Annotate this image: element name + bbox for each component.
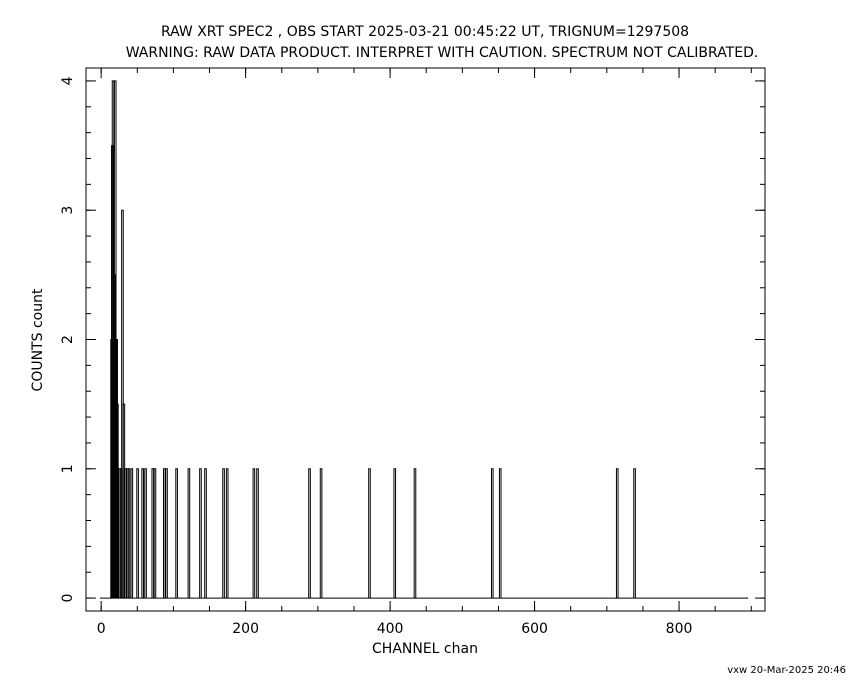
- spike: [222, 468, 225, 599]
- spike: [225, 468, 229, 599]
- y-tick-label: 3: [60, 206, 76, 215]
- y-axis-label: COUNTS count: [30, 288, 46, 391]
- chart-subtitle: WARNING: RAW DATA PRODUCT. INTERPRET WIT…: [126, 45, 759, 61]
- spike: [127, 468, 131, 599]
- spike: [368, 468, 371, 599]
- spike: [615, 468, 619, 599]
- spike: [115, 339, 118, 599]
- x-tick-label: 0: [97, 621, 106, 637]
- spike: [151, 468, 155, 599]
- y-tick-label: 0: [60, 594, 76, 603]
- y-tick-label: 1: [60, 464, 76, 473]
- y-tick-label: 2: [60, 335, 76, 344]
- x-tick-label: 400: [377, 621, 404, 637]
- spike: [413, 468, 417, 599]
- chart-title: RAW XRT SPEC2 , OBS START 2025-03-21 00:…: [161, 24, 689, 40]
- spike: [124, 468, 127, 599]
- spike: [163, 468, 166, 599]
- spike: [319, 468, 323, 599]
- spike: [633, 468, 636, 599]
- x-tick-label: 200: [232, 621, 259, 637]
- spike: [252, 468, 256, 599]
- spike: [116, 403, 119, 599]
- footer: vxw 20-Mar-2025 20:46: [727, 665, 846, 676]
- spike: [308, 468, 311, 599]
- spike: [130, 468, 134, 599]
- x-axis-label: CHANNEL chan: [372, 641, 478, 657]
- spike: [153, 468, 157, 599]
- spike: [490, 468, 494, 599]
- spike: [165, 468, 168, 599]
- spike: [256, 468, 259, 599]
- spike: [199, 468, 202, 599]
- spike: [136, 468, 139, 599]
- spike: [393, 468, 397, 599]
- spike: [175, 468, 178, 599]
- spike: [144, 468, 147, 599]
- x-tick-label: 800: [666, 621, 693, 637]
- x-tick-label: 600: [521, 621, 548, 637]
- spike: [204, 468, 207, 599]
- y-tick-label: 4: [60, 76, 76, 85]
- spike: [141, 468, 144, 599]
- spike: [187, 468, 191, 599]
- spike: [498, 468, 502, 599]
